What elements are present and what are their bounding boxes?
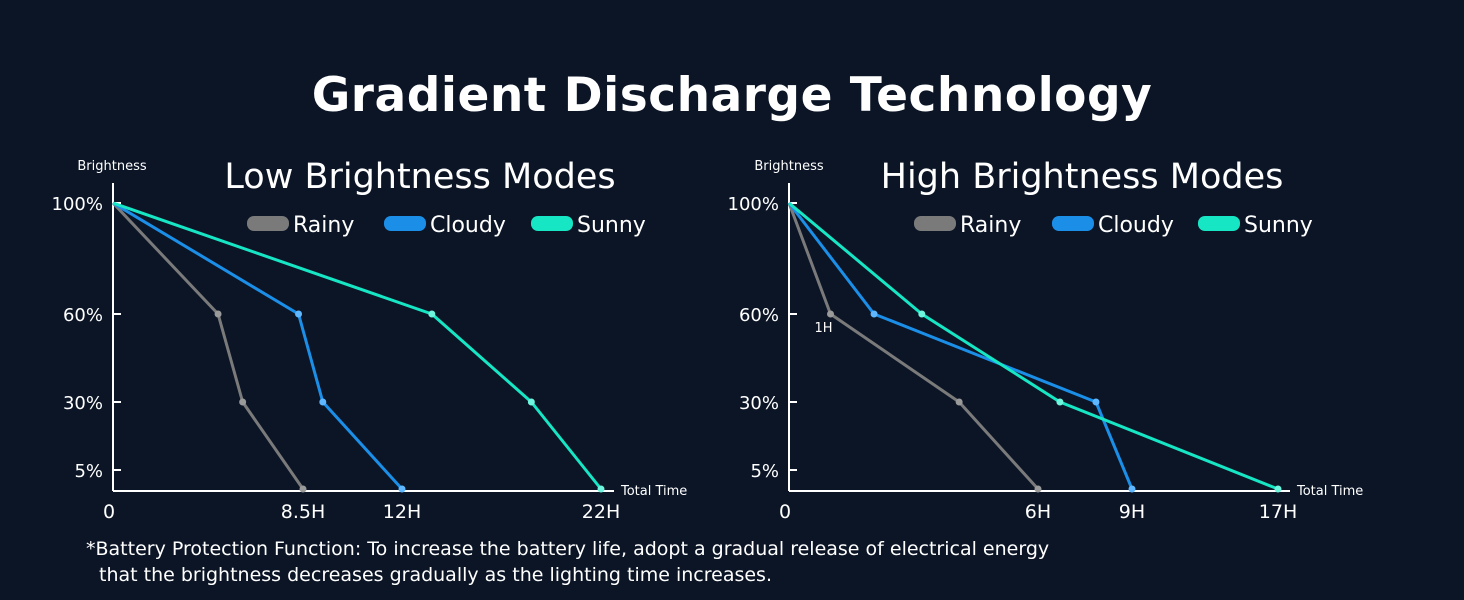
x-tick-label: 0 [779,501,791,523]
data-point-rainy [239,398,247,406]
x-axis-label: Total Time [620,484,687,499]
legend-swatch-sunny [531,216,573,231]
series-line-rainy [787,202,1040,491]
x-tick-label: 12H [383,501,421,523]
y-tick-label: 100% [52,194,103,215]
legend-label-cloudy: Cloudy [1098,213,1174,238]
x-tick-label: 22H [582,501,620,523]
series-line-cloudy [112,201,404,491]
chart-title: High Brightness Modes [881,157,1284,197]
data-point-rainy [214,310,222,318]
data-point-sunny [1056,398,1064,406]
data-point-cloudy [870,310,878,318]
y-axis-label: Brightness [754,159,823,174]
data-point-cloudy [398,485,406,493]
y-tick-label: 5% [750,461,779,482]
data-point-rainy [955,398,963,406]
data-point-cloudy [1128,485,1136,493]
x-tick-label: 8.5H [281,501,326,523]
y-tick-label: 60% [739,305,779,326]
data-point-sunny [918,310,926,318]
legend-swatch-cloudy [1052,216,1094,231]
data-point-rainy [299,485,307,493]
x-tick-label: 17H [1259,501,1297,523]
data-point-sunny [597,485,605,493]
data-point-rainy [1034,485,1042,493]
series-line-cloudy [787,202,1134,490]
data-point-rainy [827,310,834,318]
legend-swatch-cloudy [384,216,426,231]
footnote: *Battery Protection Function: To increas… [86,536,1049,588]
y-tick-label: 60% [63,305,103,326]
y-tick-label: 5% [74,461,103,482]
legend-label-sunny: Sunny [577,213,646,238]
legend-swatch-rainy [914,216,956,231]
y-tick-label: 30% [63,393,103,414]
y-tick-label: 100% [728,194,779,215]
legend-label-rainy: Rainy [293,213,354,238]
annotation-label: 1H [815,321,833,336]
series-line-sunny [112,201,603,490]
legend-label-cloudy: Cloudy [430,213,506,238]
footnote-line-1: *Battery Protection Function: To increas… [86,538,1050,560]
x-tick-label: 6H [1025,501,1051,523]
data-point-sunny [527,398,535,406]
data-point-cloudy [295,310,303,318]
y-axis-label: Brightness [77,159,146,174]
x-tick-label: 9H [1119,501,1145,523]
series-line-rainy [111,201,305,490]
series-line-sunny [788,201,1279,491]
legend-label-sunny: Sunny [1244,213,1313,238]
x-tick-label: 0 [103,501,115,523]
data-point-sunny [428,310,436,318]
legend-swatch-rainy [247,216,289,231]
legend-swatch-sunny [1198,216,1240,231]
x-axis-label: Total Time [1296,484,1363,499]
data-point-cloudy [1092,398,1100,406]
page-title: Gradient Discharge Technology [311,68,1153,123]
chart-title: Low Brightness Modes [224,157,615,197]
footnote-line-2: that the brightness decreases gradually … [99,564,772,586]
data-point-sunny [1274,485,1282,493]
y-tick-label: 30% [739,393,779,414]
data-point-cloudy [319,398,327,406]
legend-label-rainy: Rainy [960,213,1021,238]
